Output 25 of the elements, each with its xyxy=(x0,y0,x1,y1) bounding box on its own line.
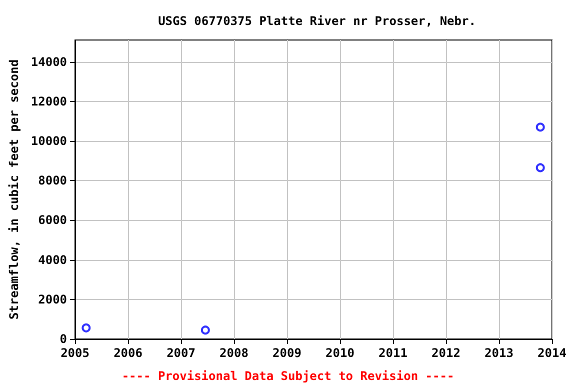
y-tick-label: 10000 xyxy=(30,134,68,148)
x-tick-label: 2012 xyxy=(432,346,460,360)
text: ---- Provisional Data Subject to Revision ---- xyxy=(122,369,454,383)
y-axis-title: Streamflow, in cubic feet per second xyxy=(7,59,21,320)
y-tick-label: 4000 xyxy=(38,252,68,267)
point xyxy=(536,163,545,172)
point xyxy=(82,323,91,332)
x-tick-label: 2014 xyxy=(538,346,566,360)
y-tick-label: 8000 xyxy=(38,174,68,188)
chart-title: USGS 06770375 Platte River nr Prosser, Nebr. xyxy=(158,14,476,28)
x-tick-label: 2005 xyxy=(60,346,90,360)
point xyxy=(200,326,210,335)
x-tick-label: 2008 xyxy=(220,346,248,360)
y-tick-label: 2000 xyxy=(38,292,68,306)
y-tick-label: 14000 xyxy=(30,54,68,69)
x-tick-label: 2011 xyxy=(378,346,408,360)
y-tick-label: 0 xyxy=(60,332,68,346)
point xyxy=(536,122,545,132)
x-tick-label: 2009 xyxy=(272,346,302,360)
x-tick-label: 2007 xyxy=(166,346,196,360)
y-tick-label: 12000 xyxy=(30,94,68,108)
x-tick-label: 2006 xyxy=(114,346,142,360)
x-tick-label: 2010 xyxy=(326,346,354,360)
x-tick-label: 2013 xyxy=(484,346,514,360)
y-tick-label: 6000 xyxy=(38,213,68,228)
